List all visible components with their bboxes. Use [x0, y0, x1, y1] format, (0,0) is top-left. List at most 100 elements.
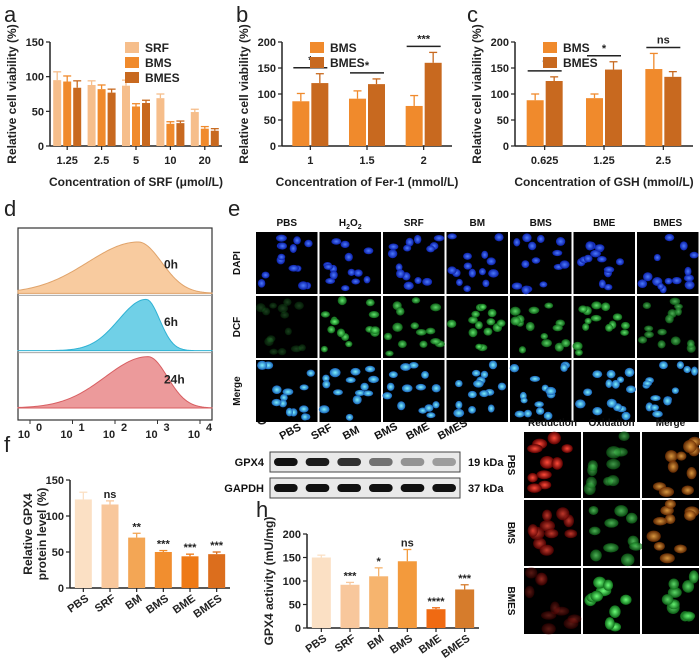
cell-nucleus: [658, 486, 675, 497]
y-tick-label: 0: [270, 141, 276, 153]
cell-nucleus: [463, 252, 472, 260]
cell-nucleus: [432, 401, 440, 409]
cell-nucleus: [475, 343, 483, 350]
cell-nucleus: [536, 572, 548, 586]
cell-nucleus: [590, 314, 602, 322]
flow-x-tick-exponent: 0: [36, 422, 42, 434]
y-tick-label: 0: [38, 141, 44, 153]
cell-nucleus: [425, 327, 436, 335]
cell-nucleus: [652, 410, 663, 418]
y-tick-label: 0: [295, 623, 301, 635]
y-tick-label: 100: [258, 89, 276, 101]
cell-nucleus: [657, 282, 665, 290]
cell-nucleus: [527, 483, 542, 493]
cell-nucleus: [614, 505, 628, 517]
flow-x-tick-exponent: 1: [79, 422, 85, 434]
cell-nucleus: [320, 311, 330, 318]
cell-nucleus: [653, 253, 661, 262]
cell-nucleus: [331, 238, 342, 245]
cell-nucleus: [544, 528, 559, 539]
legend-swatch: [543, 57, 557, 68]
y-axis-title: GPX4 activity (mU/mg): [262, 517, 276, 646]
significance-label: ***: [417, 33, 431, 45]
panel-letter-e: e: [228, 196, 240, 221]
cell-nucleus: [285, 407, 293, 417]
cell-nucleus: [560, 363, 568, 372]
blot-band: [400, 458, 425, 466]
blot-band: [337, 458, 361, 466]
x-tick-label: 1: [307, 155, 313, 167]
y-axis-title: Relative GPX4protein level (%): [21, 488, 49, 581]
x-tick-label: PBS: [304, 633, 329, 656]
significance-label: ***: [458, 573, 472, 585]
cell-nucleus: [509, 363, 520, 373]
cell-nucleus: [611, 379, 620, 389]
y-tick-label: 0: [503, 141, 509, 153]
flow-timepoint-label: 24h: [164, 372, 185, 386]
cell-nucleus: [529, 375, 541, 382]
flow-timepoint-label: 6h: [164, 315, 178, 329]
cell-nucleus: [408, 362, 419, 369]
cell-nucleus: [284, 327, 292, 336]
cell-nucleus: [486, 257, 496, 266]
cell-nucleus: [405, 237, 414, 247]
cell-nucleus: [347, 268, 356, 276]
cell-nucleus: [605, 379, 613, 388]
legend-label: BMES: [330, 56, 365, 70]
cell-nucleus: [365, 298, 375, 307]
panel-letter-d: d: [4, 196, 16, 221]
legend-swatch: [543, 42, 557, 53]
cell-nucleus: [539, 455, 555, 469]
cell-nucleus: [664, 514, 676, 525]
cell-nucleus: [588, 505, 599, 516]
cell-nucleus: [556, 507, 570, 521]
cell-nucleus: [419, 340, 428, 348]
cell-nucleus: [463, 262, 473, 270]
cell-nucleus: [644, 331, 654, 338]
bar: [73, 87, 82, 146]
bar: [132, 106, 140, 146]
y-tick-label: 150: [258, 63, 276, 75]
cell-nucleus: [536, 470, 552, 480]
y-tick-label: 200: [283, 529, 301, 541]
cell-nucleus: [510, 316, 521, 326]
cell-nucleus: [626, 385, 636, 394]
y-tick-label: 100: [46, 511, 64, 523]
blot-lane-label: PBS: [278, 421, 304, 442]
x-tick-label: SRF: [333, 632, 358, 655]
cell-nucleus: [497, 382, 507, 391]
cell-nucleus: [424, 404, 434, 412]
y-tick-label: 100: [491, 89, 509, 101]
cell-nucleus: [676, 451, 687, 461]
cell-nucleus: [496, 319, 506, 328]
cell-nucleus: [605, 323, 614, 332]
blot-band: [432, 484, 456, 492]
cell-nucleus: [604, 617, 615, 630]
bar: [311, 557, 331, 628]
bar: [455, 589, 475, 628]
cell-nucleus: [480, 370, 489, 379]
bar: [424, 62, 442, 146]
cell-nucleus: [467, 390, 477, 399]
cell-nucleus: [511, 282, 523, 290]
cell-nucleus: [620, 594, 632, 605]
cell-nucleus: [626, 512, 638, 524]
bar: [87, 84, 96, 146]
bar: [586, 98, 603, 146]
cell-nucleus: [509, 306, 521, 316]
bar: [208, 554, 226, 588]
cell-nucleus: [540, 333, 549, 340]
bar: [426, 609, 446, 628]
y-tick-label: 50: [52, 547, 64, 559]
legend-swatch: [310, 42, 324, 53]
cell-nucleus: [584, 317, 592, 325]
cell-nucleus: [536, 234, 545, 243]
significance-label: **: [132, 521, 141, 533]
cell-nucleus: [289, 243, 297, 253]
y-tick-label: 50: [32, 106, 44, 118]
micrograph-row-label: DCF: [232, 317, 243, 338]
x-tick-label: 5: [133, 155, 139, 167]
bar: [101, 504, 119, 588]
x-tick-label: PBS: [66, 593, 91, 616]
